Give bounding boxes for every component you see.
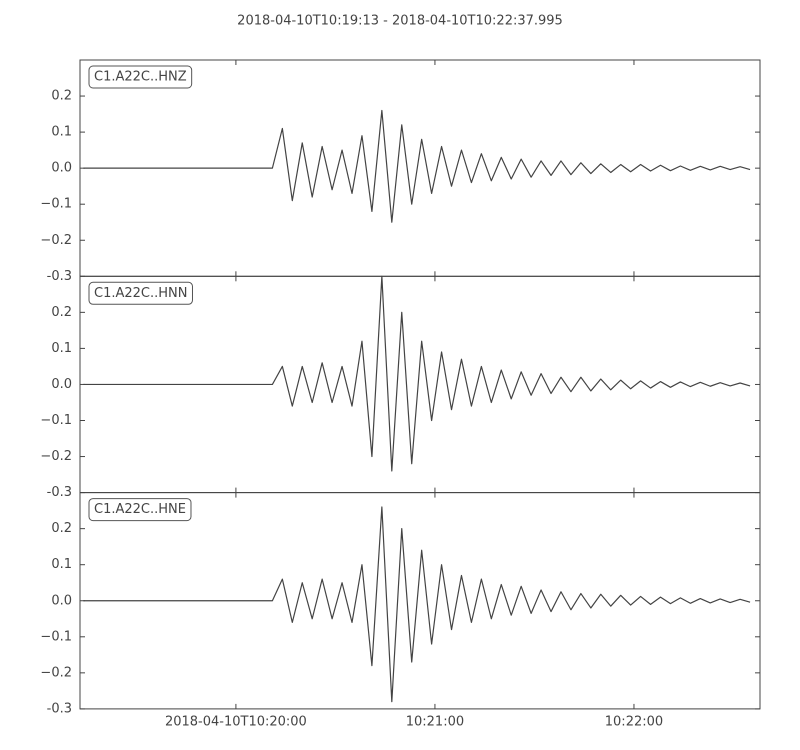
x-tick-label: 2018-04-10T10:20:00 — [165, 714, 307, 729]
y-tick-label: 0.1 — [51, 125, 72, 140]
y-tick-label: −0.2 — [40, 449, 72, 464]
figure-title: 2018-04-10T10:19:13 - 2018-04-10T10:22:3… — [237, 14, 563, 29]
trace-label-box — [88, 498, 192, 522]
y-tick-label: 0.2 — [51, 305, 72, 320]
y-tick-label: 0.0 — [51, 377, 72, 392]
y-tick-label: 0.1 — [51, 341, 72, 356]
trace-label: C1.A22C..HNE — [94, 502, 186, 517]
y-tick-label: −0.1 — [40, 413, 72, 428]
y-tick-label: 0.0 — [51, 593, 72, 608]
y-tick-label: −0.1 — [40, 629, 72, 644]
x-tick-label: 10:21:00 — [406, 714, 464, 729]
waveform — [83, 275, 751, 472]
trace-label: C1.A22C..HNN — [94, 286, 187, 301]
y-tick-label: 0.1 — [51, 557, 72, 572]
y-tick-label: −0.2 — [40, 665, 72, 680]
trace-label: C1.A22C..HNZ — [94, 70, 187, 85]
y-tick-label: -0.3 — [47, 269, 72, 284]
y-tick-label: −0.2 — [40, 233, 72, 248]
y-tick-label: -0.3 — [47, 485, 72, 500]
trace-label-box — [88, 281, 193, 305]
waveform — [83, 506, 751, 703]
y-tick-label: 0.0 — [51, 161, 72, 176]
trace-label-box — [88, 65, 193, 89]
y-tick-label: 0.2 — [51, 521, 72, 536]
x-tick-label: 10:22:00 — [605, 714, 663, 729]
y-tick-label: 0.2 — [51, 89, 72, 104]
y-tick-label: −0.1 — [40, 197, 72, 212]
y-tick-label: -0.3 — [47, 701, 72, 716]
waveform — [83, 109, 751, 223]
plot-frame — [79, 492, 761, 710]
